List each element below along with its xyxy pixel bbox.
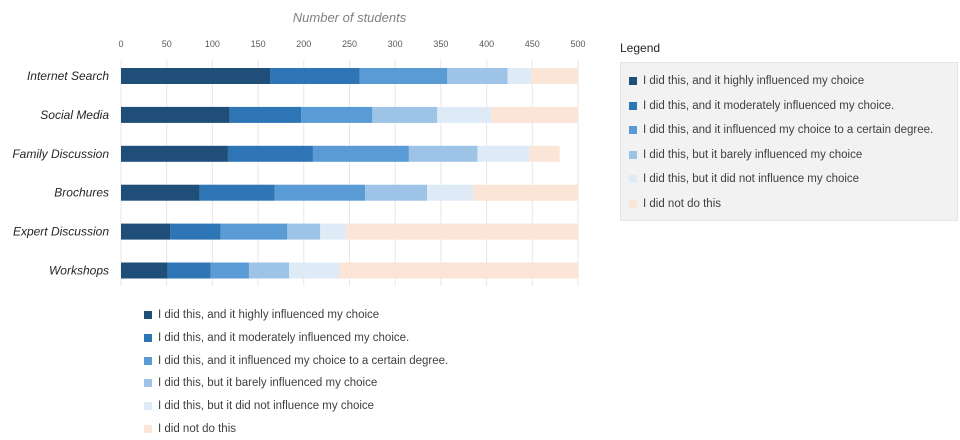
category-label: Social Media [40, 108, 109, 122]
x-tick-label: 350 [433, 39, 448, 49]
legend-label: I did this, and it influenced my choice … [643, 124, 934, 137]
legend-label: I did this, and it highly influenced my … [158, 309, 380, 322]
legend-swatch [144, 424, 152, 433]
legend-title: Legend [620, 41, 661, 55]
bar-segment [301, 106, 373, 123]
x-tick-label: 100 [205, 39, 220, 49]
bar-segment [359, 68, 448, 84]
category-label: Brochures [54, 186, 109, 200]
legend-swatch [629, 126, 637, 135]
bar-segment [491, 106, 578, 123]
legend-swatch [144, 402, 152, 411]
bar-segment [121, 262, 168, 279]
legend-label: I did this, but it did not influence my … [158, 400, 375, 413]
x-tick-label: 0 [118, 39, 123, 49]
bar-segment [121, 68, 270, 84]
bottom-legend-item: I did this, and it influenced my choice … [144, 349, 448, 372]
bar-segment [320, 223, 347, 240]
category-label: Family Discussion [12, 147, 109, 161]
bar-segment [269, 68, 360, 84]
x-tick-label: 400 [479, 39, 494, 49]
legend-box: I did this, and it highly influenced my … [620, 62, 958, 221]
x-tick-label: 200 [296, 39, 311, 49]
legend-label: I did not do this [643, 197, 721, 210]
bar-segment [121, 223, 171, 240]
bottom-legend-item: I did not do this [144, 417, 448, 440]
bar-segment [287, 223, 321, 240]
category-labels: Internet Search Social Media Family Discus… [12, 69, 109, 278]
legend-swatch [629, 77, 637, 86]
legend-swatch [629, 101, 637, 110]
bar-segment [531, 68, 578, 84]
bottom-legend-item: I did this, and it highly influenced my … [144, 304, 448, 327]
bar-segment [529, 145, 560, 162]
legend-swatch [629, 150, 637, 159]
bar-segment [408, 145, 478, 162]
side-legend: Legend I did this, and it highly influen… [620, 38, 958, 221]
legend-label: I did this, and it influenced my choice … [158, 354, 449, 367]
bar-segment [121, 106, 230, 123]
bottom-legend-item: I did this, but it barely influenced my … [144, 372, 448, 395]
legend-label: I did not do this [158, 422, 236, 435]
bottom-legend-item: I did this, but it did not influence my … [144, 395, 448, 418]
bar-segment [121, 184, 200, 201]
legend-swatch [144, 379, 152, 388]
side-legend-item: I did this, and it moderately influenced… [629, 94, 957, 119]
bottom-legend-item: I did this, and it moderately influenced… [144, 327, 448, 350]
x-axis-ticks: 0 50 100 150 200 250 300 350 400 450 500 [118, 39, 585, 49]
category-label: Expert Discussion [13, 225, 109, 239]
bar-segment [248, 262, 290, 279]
bar-segment [372, 106, 438, 123]
category-label: Internet Search [27, 69, 109, 83]
bar-segment [167, 262, 211, 279]
bar-segment [220, 223, 288, 240]
bar-segment [427, 184, 473, 201]
side-legend-item: I did this, but it barely influenced my … [629, 143, 957, 168]
x-tick-label: 250 [342, 39, 357, 49]
side-legend-item: I did this, and it influenced my choice … [629, 118, 957, 143]
x-axis-title: Number of students [293, 10, 407, 25]
bar-segment [365, 184, 428, 201]
legend-label: I did this, and it highly influenced my … [643, 75, 865, 88]
legend-label: I did this, and it moderately influenced… [643, 99, 895, 112]
x-tick-label: 500 [570, 39, 585, 49]
gridlines [120, 60, 579, 286]
x-tick-label: 150 [251, 39, 266, 49]
side-legend-item: I did not do this [629, 192, 957, 217]
bar-segment [210, 262, 249, 279]
bar-segment [199, 184, 275, 201]
legend-swatch [144, 356, 152, 365]
bar-segment [346, 223, 578, 240]
bar-segment [289, 262, 340, 279]
bar-segment [121, 145, 228, 162]
legend-label: I did this, but it did not influence my … [643, 173, 860, 186]
legend-swatch [144, 334, 152, 343]
bar-segment [312, 145, 409, 162]
x-tick-label: 450 [525, 39, 540, 49]
bar-segment [477, 145, 530, 162]
bar-segment [170, 223, 221, 240]
bar-segment [472, 184, 578, 201]
legend-label: I did this, but it barely influenced my … [643, 148, 863, 161]
side-legend-item: I did this, but it did not influence my … [629, 167, 957, 192]
bar-segment [447, 68, 508, 84]
x-tick-label: 50 [162, 39, 172, 49]
bars [121, 68, 578, 279]
legend-label: I did this, and it moderately influenced… [158, 332, 410, 345]
legend-swatch [144, 311, 152, 320]
side-legend-item: I did this, and it highly influenced my … [629, 69, 957, 94]
legend-label: I did this, but it barely influenced my … [158, 377, 378, 390]
bar-segment [274, 184, 366, 201]
bar-segment [339, 262, 578, 279]
legend-swatch [629, 199, 637, 208]
bar-segment [229, 106, 302, 123]
bar-segment [227, 145, 313, 162]
bottom-legend: I did this, and it highly influenced my … [144, 304, 448, 440]
bar-segment [507, 68, 532, 84]
x-tick-label: 300 [388, 39, 403, 49]
category-label: Workshops [49, 264, 109, 278]
legend-swatch [629, 175, 637, 184]
bar-segment [437, 106, 492, 123]
